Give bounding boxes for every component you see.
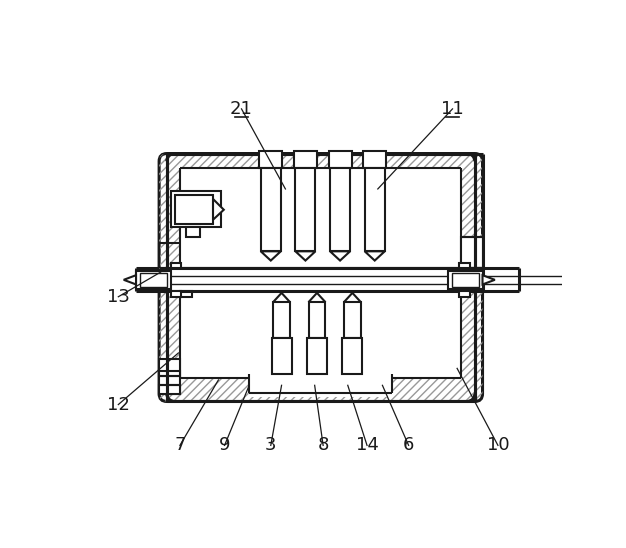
- Bar: [180, 292, 461, 378]
- Polygon shape: [124, 275, 136, 284]
- Bar: [261, 168, 281, 252]
- Bar: [249, 374, 392, 397]
- Polygon shape: [344, 293, 361, 302]
- Bar: [273, 302, 290, 338]
- Polygon shape: [365, 252, 385, 260]
- Bar: [180, 292, 192, 297]
- Bar: [136, 271, 171, 289]
- Bar: [461, 237, 483, 269]
- Text: 10: 10: [486, 436, 509, 454]
- Text: 3: 3: [265, 436, 277, 454]
- Bar: [452, 273, 479, 287]
- Bar: [448, 271, 483, 289]
- Bar: [459, 263, 470, 269]
- Text: 9: 9: [219, 436, 230, 454]
- FancyBboxPatch shape: [159, 153, 483, 402]
- Bar: [140, 273, 167, 287]
- Bar: [330, 168, 350, 252]
- Bar: [159, 385, 180, 394]
- Bar: [344, 302, 361, 338]
- Text: 8: 8: [317, 436, 329, 454]
- Text: 14: 14: [356, 436, 379, 454]
- Bar: [180, 168, 461, 269]
- Bar: [459, 292, 470, 297]
- Bar: [159, 269, 483, 292]
- Bar: [295, 168, 316, 252]
- Bar: [365, 168, 385, 252]
- Bar: [159, 370, 180, 376]
- Text: 6: 6: [403, 436, 414, 454]
- Bar: [272, 338, 292, 374]
- Text: 21: 21: [230, 100, 253, 118]
- Bar: [329, 151, 352, 168]
- Bar: [171, 263, 182, 269]
- Bar: [363, 151, 386, 168]
- Polygon shape: [330, 252, 350, 260]
- Bar: [175, 195, 213, 224]
- Bar: [307, 338, 327, 374]
- Text: 11: 11: [441, 100, 464, 118]
- Bar: [259, 151, 282, 168]
- Bar: [159, 359, 180, 394]
- Text: 13: 13: [107, 288, 130, 306]
- Polygon shape: [295, 252, 316, 260]
- Bar: [342, 338, 362, 374]
- Text: 12: 12: [107, 396, 130, 414]
- Bar: [309, 302, 326, 338]
- Bar: [294, 151, 317, 168]
- Polygon shape: [309, 293, 326, 302]
- Polygon shape: [273, 293, 290, 302]
- Polygon shape: [483, 275, 495, 284]
- Bar: [171, 292, 182, 297]
- Text: 7: 7: [174, 436, 186, 454]
- Polygon shape: [213, 199, 224, 220]
- Polygon shape: [261, 252, 281, 260]
- Bar: [470, 267, 483, 273]
- Bar: [171, 191, 221, 227]
- Bar: [186, 227, 200, 237]
